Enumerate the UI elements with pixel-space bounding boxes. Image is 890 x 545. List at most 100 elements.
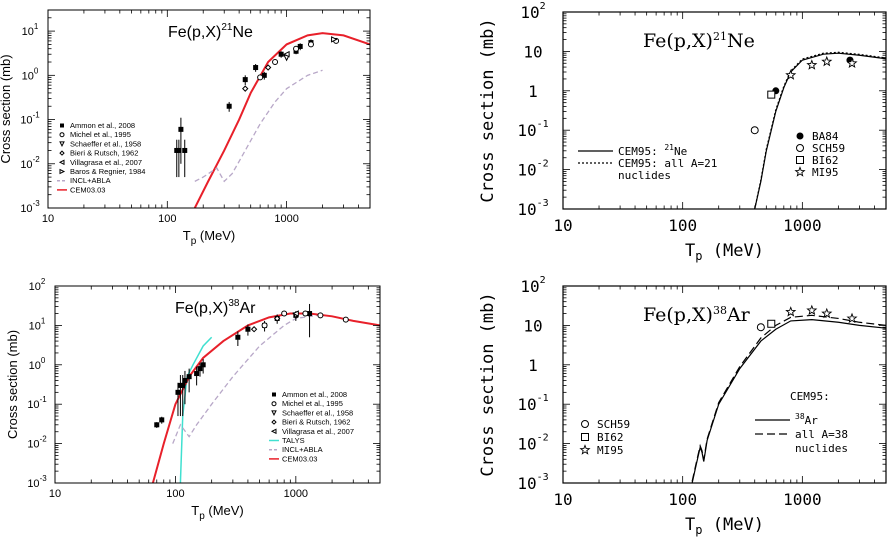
p3-data-point [197, 366, 203, 372]
p3-data-point [273, 315, 281, 322]
p4-data-point [767, 319, 776, 328]
p3-x-axis-label: Tp (MeV) [191, 503, 244, 522]
p4-legend-label: SCH59 [597, 418, 630, 431]
p1-data-point [257, 74, 264, 81]
p3-y-axis-label: Cross section (mb) [5, 330, 20, 439]
p1-data-point [278, 51, 284, 57]
p3-legend-label: INCL+ABLA [282, 445, 323, 454]
p2-y-tick-label: 1 [528, 82, 538, 101]
p3-data-point [175, 389, 181, 395]
p3-legend-label: Villagrasa et al., 2007 [282, 427, 354, 436]
p4-legend-label: BI62 [597, 431, 624, 444]
p3-title: Fe(p,X)38Ar [175, 298, 256, 317]
p1-y-tick-label: 100 [22, 66, 39, 82]
p1-legend-label: Baros & Regnier, 1984 [70, 167, 145, 176]
p3-data-point [292, 310, 299, 317]
p3-legend-swatch [271, 419, 277, 425]
p4-y-tick-label: 10-3 [517, 472, 548, 493]
p2-legend-swatch [796, 132, 804, 140]
p3-legend-label: Bieri & Rutsch, 1962 [282, 418, 350, 427]
p4-y-tick-label: 10 [523, 316, 542, 335]
p4-y-tick-label: 10-1 [517, 393, 548, 414]
p4-y-axis-label: Cross section (mb) [478, 292, 498, 476]
p4-legend-swatch [579, 444, 591, 455]
p2-legend-label: CEM95: all A=21 [618, 157, 717, 170]
p1-legend-label: Bieri & Rutsch, 1962 [70, 149, 138, 158]
p4-frame [562, 285, 887, 484]
p2-legend-swatch [796, 144, 804, 152]
p3-y-tick-label: 102 [29, 277, 46, 293]
p1-data-point [226, 103, 232, 109]
p2-y-axis-label: Cross section (mb) [478, 18, 498, 202]
p3-legend-swatch [271, 401, 277, 407]
p1-data-point [261, 72, 267, 78]
p4-series-line [691, 314, 886, 482]
p2-data-point [806, 59, 818, 70]
p3-data-point [342, 316, 349, 323]
p2-legend-swatch [796, 156, 804, 164]
p3-legend-swatch [272, 392, 276, 397]
p1-frame [47, 9, 371, 209]
p1-data-point [242, 77, 248, 83]
p2-title: Fe(p,X)21Ne [643, 30, 755, 52]
p1-data-point [282, 50, 290, 58]
p3-data-point [154, 422, 160, 428]
p3-y-tick-label: 101 [29, 316, 46, 332]
p1-axes: 10 100 1000 10-3 10-2 10-1 100 101 Tp (MeV) Cross… [0, 9, 371, 247]
p3-data-point [182, 377, 188, 383]
p3-legend-label: Ammon et al., 2008 [282, 390, 347, 399]
p2-data-point [750, 126, 759, 135]
p3-data-point [307, 311, 313, 317]
p1-series-line [193, 32, 370, 208]
p1-y-tick-label: 10-3 [20, 199, 40, 215]
p4-legend-title: CEM95: [790, 390, 830, 403]
p1-x-axis-label: Tp (MeV) [183, 228, 236, 247]
p4-data-point [846, 312, 858, 324]
p3-legend-swatch [271, 410, 277, 417]
p1-data-point [293, 45, 300, 52]
p4-x-tick-label: 1000 [783, 490, 822, 509]
p3-data-point [200, 362, 206, 368]
p2-legend-label: MI95 [812, 166, 839, 179]
p4-data-point [806, 304, 818, 316]
p2-legend-label: BI62 [812, 154, 839, 167]
p3-data-point [302, 310, 309, 317]
p4-x-tick-label: 100 [668, 490, 697, 509]
p1-y-tick-label: 10-2 [20, 155, 40, 171]
p2-frame [562, 11, 887, 210]
p1-plot-area [174, 32, 370, 208]
p2-x-tick-label: 1000 [783, 216, 822, 235]
p2-data-point [785, 69, 797, 80]
p3-data-point [281, 310, 288, 317]
p4-title: Fe(p,X)38Ar [643, 304, 751, 326]
p3-series-line [179, 336, 213, 483]
p3-data-point [235, 334, 241, 340]
p2-legend-label: nuclides [618, 169, 671, 182]
p1-data-point [182, 147, 188, 153]
p3-legend-label: Michel et al., 1995 [282, 399, 343, 408]
p2-x-tick-label: 100 [668, 216, 697, 235]
p3-data-point [261, 322, 268, 329]
p4-y-tick-label: 10-2 [517, 433, 548, 454]
p1-y-tick-label: 101 [22, 22, 39, 38]
p3-data-point [194, 371, 200, 377]
p1-legend-label: INCL+ABLA [70, 176, 111, 185]
p3-data-point [245, 326, 251, 332]
p4-legend-label: 38Ar [795, 412, 818, 427]
p1-legend-swatch [60, 123, 64, 128]
p2-x-axis-label: Tp (MeV) [685, 241, 764, 263]
p3-legend-swatch [270, 428, 277, 435]
p1-legend-label: Villagrasa et al., 2007 [70, 158, 142, 167]
p3-axes: 10 100 1000 10-3 10-2 10-1 100 101 102 Tp (MeV) Cr… [5, 277, 381, 522]
p3-series-line [172, 314, 318, 444]
p2-y-tick-label: 10-3 [517, 198, 548, 219]
p1-y-tick-label: 10-1 [20, 111, 40, 127]
p3-y-tick-label: 10-2 [27, 435, 47, 451]
p4-axes: 10 100 1000 10-3 10-2 10-1 1 10 102 Tp (MeV) Cross… [478, 275, 887, 537]
p3-legend-label: TALYS [282, 436, 305, 445]
p4-legend-label: MI95 [597, 444, 624, 457]
p2-legend-swatch [794, 166, 806, 177]
